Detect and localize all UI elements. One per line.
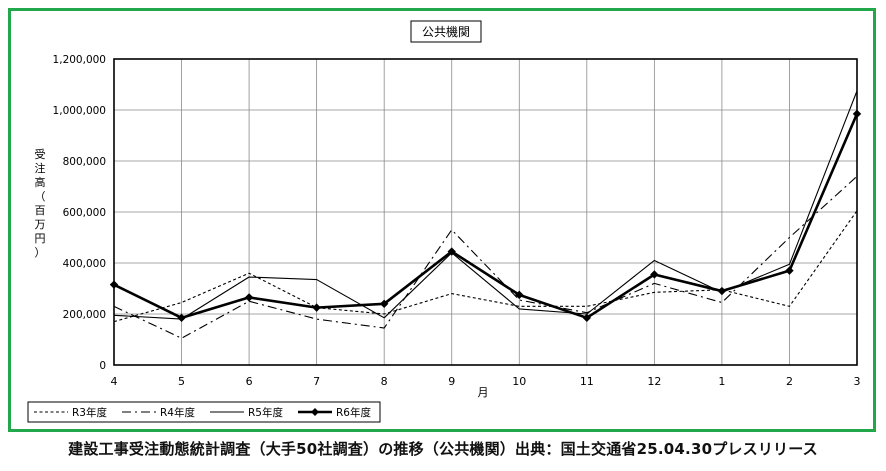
x-tick-label: 2 <box>786 375 793 388</box>
x-tick-label: 8 <box>381 375 388 388</box>
y-tick-label: 600,000 <box>63 207 106 219</box>
x-tick-label: 7 <box>313 375 320 388</box>
y-tick-label: 800,000 <box>63 156 106 168</box>
data-point-R6年度 <box>515 290 524 300</box>
data-point-R6年度 <box>447 247 456 256</box>
data-point-R6年度 <box>244 293 254 302</box>
data-point-R6年度 <box>650 270 659 279</box>
legend-label: R3年度 <box>72 406 107 419</box>
data-point-R6年度 <box>582 313 592 323</box>
x-tick-label: 5 <box>178 375 185 388</box>
series-line-R3年度 <box>113 210 858 323</box>
data-point-R6年度 <box>785 266 794 275</box>
y-tick-label: 400,000 <box>63 258 106 270</box>
data-point-R6年度 <box>379 299 389 308</box>
x-tick-label: 4 <box>111 375 118 388</box>
data-point-R6年度 <box>109 280 119 289</box>
y-axis-label: 受注高（百万円） <box>35 148 46 259</box>
y-tick-label: 1,000,000 <box>53 105 106 117</box>
x-tick-label: 6 <box>246 375 253 388</box>
legend-label: R4年度 <box>160 406 195 419</box>
plot-border <box>113 58 858 366</box>
x-tick-label: 3 <box>854 375 861 388</box>
title-box <box>410 20 482 43</box>
data-point-R6年度 <box>852 109 862 119</box>
legend-label: R6年度 <box>336 406 371 419</box>
chart-caption: 建設工事受注動態統計調査（大手50社調査）の推移（公共機関）出典：国土交通省25… <box>68 440 818 458</box>
data-point-R6年度 <box>177 313 186 323</box>
chart-frame: 0 200,000 400,000 600,000 800,000 1,000,000 1,… <box>8 8 876 432</box>
series-line-R6年度 <box>113 113 859 320</box>
x-tick-label: 11 <box>580 375 594 388</box>
x-tick-label: 12 <box>647 375 661 388</box>
legend-box <box>27 401 381 423</box>
line-chart: 0 200,000 400,000 600,000 800,000 1,000,000 1,… <box>27 20 862 423</box>
legend-label: R5年度 <box>248 406 283 419</box>
y-tick-label: 0 <box>99 360 106 372</box>
x-axis-label: 月 <box>478 386 489 399</box>
y-tick-label: 1,200,000 <box>53 54 106 66</box>
x-tick-label: 10 <box>512 375 526 388</box>
series-line-R4年度 <box>113 175 858 339</box>
y-tick-label: 200,000 <box>63 309 106 321</box>
data-point-R6年度 <box>312 303 321 312</box>
legend-marker <box>311 408 319 416</box>
chart-title: 公共機関 <box>422 24 470 39</box>
x-tick-label: 9 <box>448 375 455 388</box>
data-point-R6年度 <box>717 286 727 296</box>
x-tick-label: 1 <box>718 375 725 388</box>
